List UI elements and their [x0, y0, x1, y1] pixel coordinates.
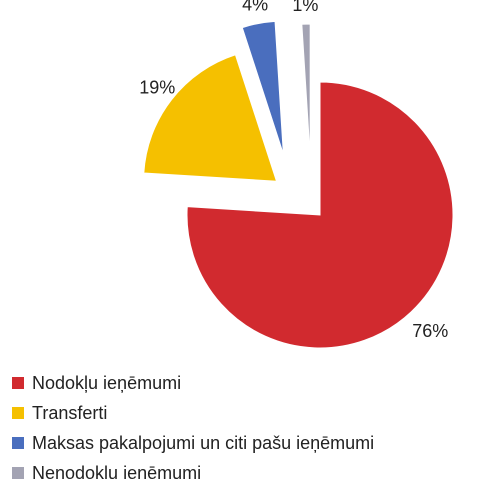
legend-swatch: [12, 377, 24, 389]
legend-label: Nodokļu ieņēmumi: [32, 373, 181, 393]
legend-swatch: [12, 407, 24, 419]
data-label: 1%: [292, 0, 318, 15]
legend-label: Transferti: [32, 403, 107, 423]
data-label: 19%: [139, 77, 175, 97]
legend-swatch: [12, 467, 24, 479]
legend-label: Maksas pakalpojumi un citi pašu ieņēmumi: [32, 433, 374, 453]
data-label: 4%: [242, 0, 268, 15]
pie-slice: [301, 23, 311, 158]
pie-slice: [186, 81, 454, 349]
legend-swatch: [12, 437, 24, 449]
pie-slice: [143, 54, 278, 182]
data-label: 76%: [412, 321, 448, 341]
legend-label: Nenodoklu ienēmumi: [32, 463, 201, 483]
pie-slice: [241, 20, 284, 155]
